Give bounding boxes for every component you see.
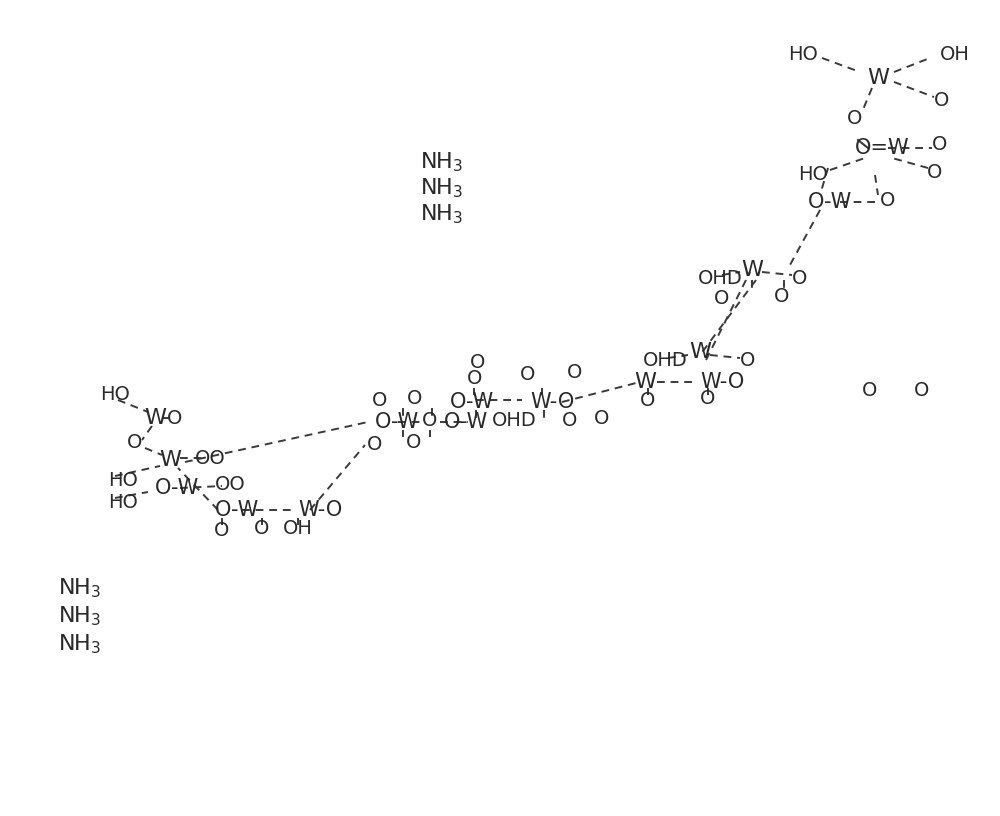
Text: OO: OO [195, 449, 225, 468]
Text: O: O [167, 409, 183, 428]
Text: NH$_3$: NH$_3$ [58, 604, 101, 628]
Text: O: O [567, 362, 583, 382]
Text: W-O: W-O [530, 392, 574, 412]
Text: O: O [406, 433, 422, 453]
Text: HO: HO [100, 385, 130, 405]
Text: NH$_3$: NH$_3$ [420, 176, 463, 200]
Text: O-W: O-W [450, 392, 494, 412]
Text: NH$_3$: NH$_3$ [420, 150, 463, 174]
Text: O: O [372, 391, 388, 410]
Text: OHD: OHD [643, 351, 688, 370]
Text: HO: HO [798, 166, 828, 184]
Text: W: W [634, 372, 656, 392]
Text: O: O [640, 391, 656, 410]
Text: O: O [792, 268, 808, 287]
Text: OH: OH [940, 46, 970, 64]
Text: HO: HO [788, 46, 818, 64]
Text: O: O [934, 91, 950, 109]
Text: O: O [520, 366, 536, 384]
Text: O-W: O-W [375, 412, 419, 432]
Text: NH$_3$: NH$_3$ [58, 576, 101, 600]
Text: O: O [774, 286, 790, 305]
Text: O: O [467, 369, 483, 388]
Text: O: O [914, 380, 930, 400]
Text: O: O [740, 351, 756, 370]
Text: O: O [367, 436, 383, 455]
Text: W: W [741, 260, 763, 280]
Text: W: W [159, 450, 181, 470]
Text: OHD: OHD [492, 410, 536, 429]
Text: O: O [254, 518, 270, 538]
Text: O: O [927, 162, 943, 181]
Text: O: O [700, 388, 716, 407]
Text: O: O [880, 190, 896, 210]
Text: HO: HO [108, 493, 138, 512]
Text: O-W: O-W [444, 412, 488, 432]
Text: O: O [862, 380, 878, 400]
Text: W: W [689, 342, 711, 362]
Text: W: W [144, 408, 166, 428]
Text: OHD: OHD [698, 268, 743, 287]
Text: NH$_3$: NH$_3$ [58, 632, 101, 656]
Text: O: O [932, 135, 948, 154]
Text: W-O: W-O [700, 372, 744, 392]
Text: HO: HO [108, 471, 138, 490]
Text: O: O [470, 353, 486, 371]
Text: O: O [594, 409, 610, 428]
Text: O: O [714, 289, 730, 308]
Text: W: W [867, 68, 889, 88]
Text: O=W: O=W [855, 138, 910, 158]
Text: O-W: O-W [808, 192, 852, 212]
Text: O: O [407, 388, 423, 407]
Text: NH$_3$: NH$_3$ [420, 202, 463, 226]
Text: OH: OH [283, 518, 313, 538]
Text: OO: OO [215, 476, 245, 494]
Text: O: O [562, 410, 578, 429]
Text: O: O [127, 433, 143, 453]
Text: O-W: O-W [155, 478, 199, 498]
Text: O-W: O-W [215, 500, 259, 520]
Text: O: O [847, 109, 863, 127]
Text: W-O: W-O [298, 500, 342, 520]
Text: O: O [214, 521, 230, 539]
Text: O: O [422, 410, 438, 429]
